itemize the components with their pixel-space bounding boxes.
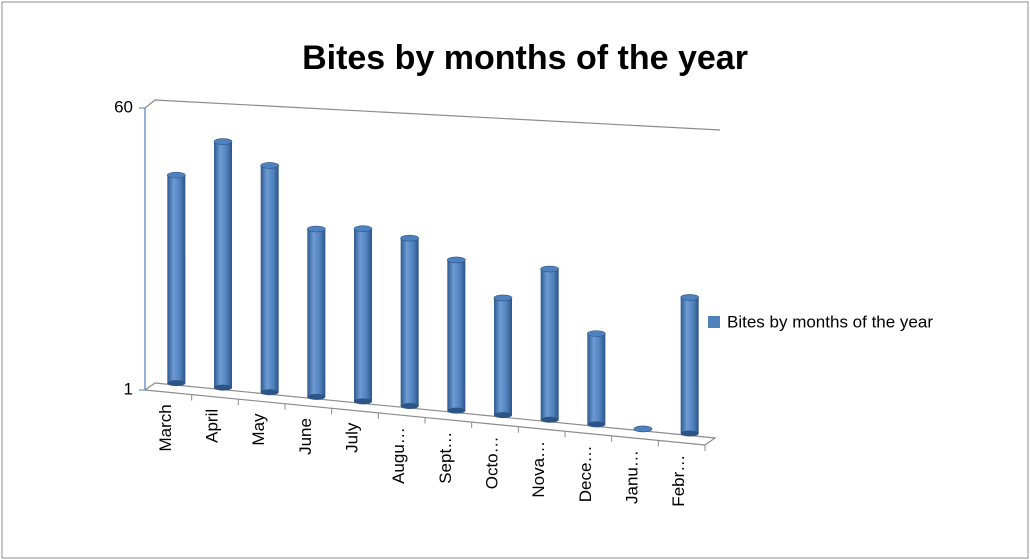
bar — [260, 162, 279, 396]
x-tick-label: Sept… — [436, 432, 455, 484]
bar — [400, 234, 419, 409]
x-tick-label: Nova… — [529, 441, 548, 498]
x-tick-label: Janu… — [622, 450, 641, 504]
bar — [633, 425, 653, 433]
bar — [587, 330, 606, 428]
x-tick-label: June — [296, 418, 315, 455]
bar — [307, 225, 326, 400]
bar — [167, 171, 186, 387]
x-tick-label: July — [342, 422, 361, 453]
x-tick-label: Dece… — [576, 446, 595, 503]
x-tick-label: Augu… — [389, 427, 408, 484]
chart-title: Bites by months of the year — [302, 39, 748, 77]
bar — [447, 256, 466, 414]
legend-label: Bites by months of the year — [727, 312, 933, 331]
x-tick-label: Febr… — [669, 455, 688, 507]
x-tick-label: April — [202, 409, 221, 443]
x-tick-label: March — [156, 404, 175, 451]
bar — [213, 138, 233, 391]
x-tick-label: May — [249, 413, 268, 446]
floor — [144, 382, 717, 446]
bar — [493, 294, 513, 419]
y-tick-label: 1 — [124, 379, 133, 398]
y-tick-label: 60 — [114, 97, 133, 116]
bar — [680, 294, 699, 437]
x-tick-label: Octo… — [482, 436, 501, 489]
bar — [353, 225, 373, 405]
bar — [540, 265, 559, 423]
back-wall — [144, 99, 721, 131]
legend-swatch — [708, 316, 720, 328]
